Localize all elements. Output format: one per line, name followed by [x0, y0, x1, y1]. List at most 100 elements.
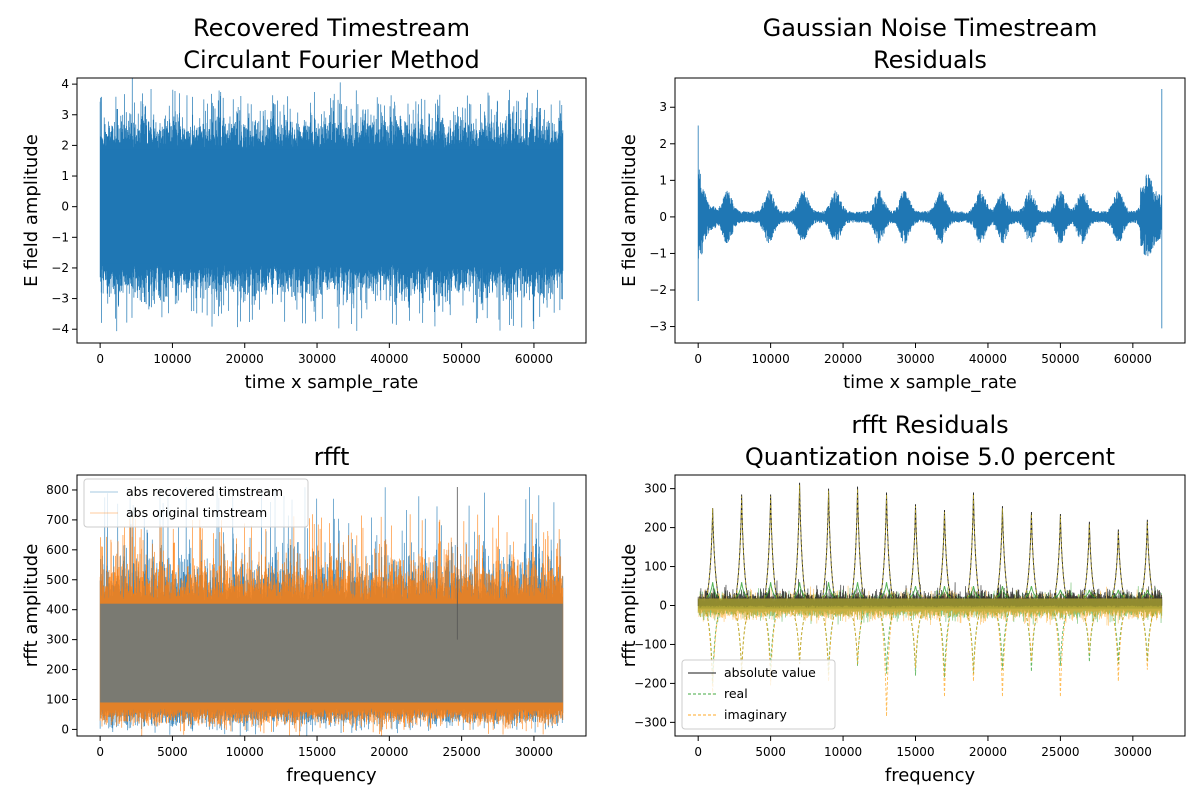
- plot-area: [99, 486, 564, 736]
- y-tick-label: −2: [649, 283, 667, 297]
- y-tick-label: 200: [644, 521, 667, 535]
- y-tick-label: 700: [46, 513, 69, 527]
- y-tick-label: 300: [46, 633, 69, 647]
- legend-label: abs recovered timstream: [126, 484, 283, 499]
- chart-title-line-0: rfft: [314, 443, 350, 471]
- x-tick-label: 10000: [824, 745, 862, 759]
- x-tick-label: 20000: [226, 352, 264, 366]
- y-tick-label: 1: [61, 169, 69, 183]
- real-peaks: [706, 582, 1154, 599]
- x-tick-label: 30000: [1114, 745, 1152, 759]
- y-tick-label: 0: [659, 599, 667, 613]
- x-tick-label: 10000: [153, 352, 191, 366]
- y-tick-label: 1: [659, 173, 667, 187]
- x-tick-label: 20000: [370, 745, 408, 759]
- y-tick-label: −1: [649, 246, 667, 260]
- y-tick-label: 500: [46, 573, 69, 587]
- y-tick-label: 0: [61, 722, 69, 736]
- x-tick-label: 40000: [370, 352, 408, 366]
- imaginary-peaks: [706, 484, 1154, 598]
- y-tick-label: 0: [61, 200, 69, 214]
- legend-label: real: [724, 686, 748, 701]
- x-tick-label: 25000: [1041, 745, 1079, 759]
- subplot-rfft-residuals: 0 5000 10000 15000 20000 25000 30000 −300 −200 −1…: [619, 411, 1186, 786]
- absolute-peaks: [706, 482, 1154, 598]
- series-line: [697, 88, 1163, 329]
- y-tick-label: 600: [46, 543, 69, 557]
- plot-area: [697, 482, 1163, 717]
- axes-frame: [76, 474, 587, 737]
- x-tick-label: 20000: [969, 745, 1007, 759]
- y-axis-label: rfft amplitude: [21, 544, 42, 668]
- x-axis-label: frequency: [286, 765, 377, 786]
- legend-box: [83, 478, 309, 528]
- y-tick-label: −1: [51, 230, 69, 244]
- axes-frame: [674, 77, 1186, 344]
- series-band: [100, 149, 563, 264]
- x-tick-label: 40000: [969, 352, 1007, 366]
- plot-area: [697, 88, 1163, 329]
- y-tick-label: 3: [659, 100, 667, 114]
- y-tick-label: −2: [51, 261, 69, 275]
- legend-label: absolute value: [724, 665, 816, 680]
- y-tick-label: −4: [51, 322, 69, 336]
- y-tick-label: 4: [61, 77, 69, 91]
- y-tick-label: 400: [46, 603, 69, 617]
- x-axis-label: frequency: [885, 765, 976, 786]
- subplot-rfft: 0 5000 10000 15000 20000 25000 30000 0 100 200 300…: [21, 443, 587, 786]
- x-tick-label: 0: [96, 352, 104, 366]
- y-tick-label: 200: [46, 663, 69, 677]
- y-axis-label: E field amplitude: [619, 134, 640, 287]
- y-tick-label: −300: [634, 715, 667, 729]
- x-tick-label: 0: [694, 745, 702, 759]
- x-tick-label: 5000: [157, 745, 188, 759]
- y-tick-label: 0: [659, 210, 667, 224]
- chart-title-line-0: rfft Residuals: [851, 411, 1008, 439]
- x-tick-label: 30000: [896, 352, 934, 366]
- chart-title-line-0: Recovered Timestream: [193, 14, 470, 42]
- chart-title-line-1: Circulant Fourier Method: [183, 46, 479, 74]
- subplot-recovered-timestream: 0 10000 20000 30000 40000 50000 60000 −4 −3 −2 −1 0…: [21, 14, 587, 393]
- x-tick-label: 60000: [1114, 352, 1152, 366]
- y-tick-label: −200: [634, 676, 667, 690]
- y-tick-label: −3: [649, 320, 667, 334]
- y-tick-label: 2: [61, 138, 69, 152]
- x-tick-label: 10000: [226, 745, 264, 759]
- legend-box: [681, 659, 836, 730]
- x-axis-label: time x sample_rate: [843, 372, 1017, 393]
- series-overlap-band: [100, 603, 563, 703]
- legend: absolute value real imaginary: [681, 659, 836, 730]
- x-tick-label: 30000: [515, 745, 553, 759]
- x-tick-label: 5000: [755, 745, 786, 759]
- y-axis-label: rfft amplitude: [619, 544, 640, 668]
- y-tick-label: 3: [61, 108, 69, 122]
- x-tick-label: 15000: [896, 745, 934, 759]
- y-tick-label: 100: [46, 692, 69, 706]
- y-tick-label: 100: [644, 560, 667, 574]
- chart-title-line-0: Gaussian Noise Timestream: [763, 14, 1098, 42]
- residual-overlap-band: [698, 598, 1162, 609]
- plot-area: [99, 78, 564, 332]
- x-tick-label: 25000: [443, 745, 481, 759]
- x-tick-label: 30000: [298, 352, 336, 366]
- legend: abs recovered timstream abs original tims…: [83, 478, 309, 528]
- x-tick-label: 0: [96, 745, 104, 759]
- y-tick-label: 2: [659, 137, 667, 151]
- x-tick-label: 50000: [443, 352, 481, 366]
- y-tick-label: −100: [634, 637, 667, 651]
- y-tick-label: 800: [46, 483, 69, 497]
- chart-title-line-1: Quantization noise 5.0 percent: [745, 443, 1115, 471]
- x-tick-label: 50000: [1041, 352, 1079, 366]
- axes-frame: [76, 77, 587, 344]
- y-tick-label: 300: [644, 482, 667, 496]
- x-tick-label: 0: [694, 352, 702, 366]
- y-axis-label: E field amplitude: [21, 134, 42, 287]
- x-tick-label: 10000: [752, 352, 790, 366]
- chart-title-line-1: Residuals: [873, 46, 987, 74]
- x-tick-label: 60000: [515, 352, 553, 366]
- legend-label: abs original timstream: [126, 505, 267, 520]
- x-tick-label: 20000: [824, 352, 862, 366]
- subplot-noise-residuals: 0 10000 20000 30000 40000 50000 60000 −3 −2 −1 0 1 2…: [619, 14, 1186, 393]
- y-tick-label: −3: [51, 292, 69, 306]
